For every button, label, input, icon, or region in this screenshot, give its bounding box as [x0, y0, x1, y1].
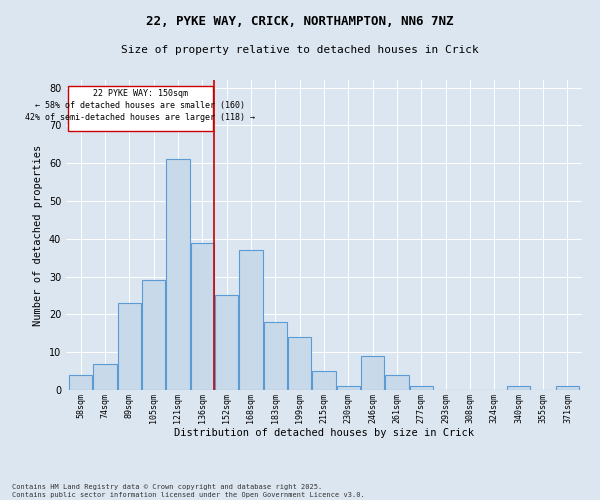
Bar: [118, 303, 141, 390]
Bar: [313, 371, 335, 390]
Bar: [337, 386, 360, 390]
Text: Size of property relative to detached houses in Crick: Size of property relative to detached ho…: [121, 45, 479, 55]
Bar: [166, 160, 190, 390]
Bar: [142, 280, 165, 390]
Bar: [239, 250, 263, 390]
Bar: [191, 242, 214, 390]
Bar: [385, 375, 409, 390]
Text: 22, PYKE WAY, CRICK, NORTHAMPTON, NN6 7NZ: 22, PYKE WAY, CRICK, NORTHAMPTON, NN6 7N…: [146, 15, 454, 28]
Y-axis label: Number of detached properties: Number of detached properties: [33, 144, 43, 326]
Bar: [361, 356, 384, 390]
X-axis label: Distribution of detached houses by size in Crick: Distribution of detached houses by size …: [174, 428, 474, 438]
Bar: [507, 386, 530, 390]
Bar: [94, 364, 116, 390]
Bar: [215, 296, 238, 390]
Text: 22 PYKE WAY: 150sqm: 22 PYKE WAY: 150sqm: [93, 90, 188, 98]
Text: Contains HM Land Registry data © Crown copyright and database right 2025.
Contai: Contains HM Land Registry data © Crown c…: [12, 484, 365, 498]
FancyBboxPatch shape: [68, 86, 213, 131]
Bar: [264, 322, 287, 390]
Bar: [410, 386, 433, 390]
Bar: [556, 386, 579, 390]
Bar: [69, 375, 92, 390]
Text: 42% of semi-detached houses are larger (118) →: 42% of semi-detached houses are larger (…: [25, 114, 256, 122]
Text: ← 58% of detached houses are smaller (160): ← 58% of detached houses are smaller (16…: [35, 101, 245, 110]
Bar: [288, 337, 311, 390]
